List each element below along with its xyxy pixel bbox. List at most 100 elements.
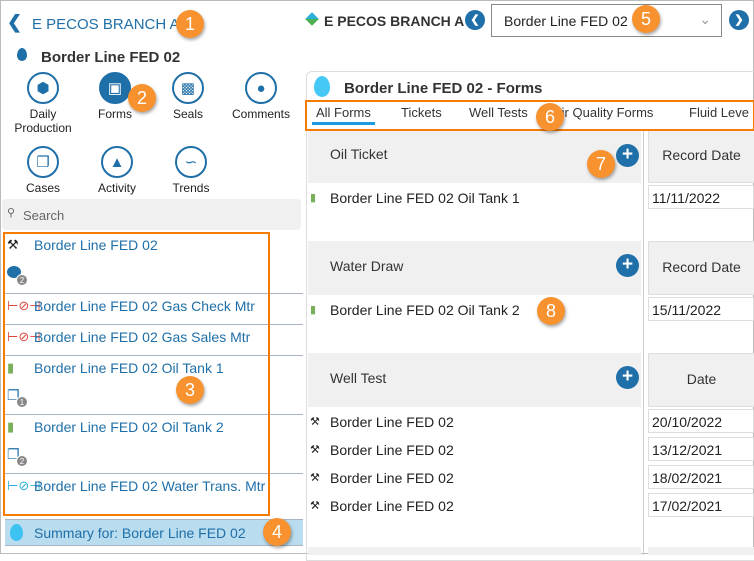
pumpjack-icon: ⚒ bbox=[310, 416, 320, 428]
lock-icon: ▩ bbox=[172, 72, 204, 104]
nav-label: Daily Production bbox=[14, 107, 72, 135]
summary-label: Summary for: Border Line FED 02 bbox=[34, 525, 246, 541]
section-oil-ticket: Oil Ticket bbox=[308, 129, 641, 183]
record-date: 11/11/2022 bbox=[648, 185, 754, 209]
tab-well-tests[interactable]: Well Tests bbox=[469, 105, 528, 120]
column-header: Date bbox=[648, 353, 754, 407]
callout-5: 5 bbox=[632, 5, 660, 33]
comment-icon: ● bbox=[245, 72, 277, 104]
callout-4: 4 bbox=[263, 518, 291, 546]
gas-meter-icon: ⊢⊘⊣ bbox=[7, 329, 41, 344]
column-header: Record Date bbox=[648, 129, 754, 183]
hexagon-icon: ⬢ bbox=[27, 72, 59, 104]
location-select[interactable]: Border Line FED 02 ⌄ bbox=[491, 4, 722, 37]
count-badge: 2 bbox=[16, 274, 28, 286]
nav-activity[interactable]: ▲ Activity bbox=[82, 146, 152, 195]
section-title: Well Test bbox=[330, 370, 387, 386]
nav-seals[interactable]: ▩ Seals bbox=[153, 72, 223, 121]
clipboard-icon: ❐ bbox=[27, 146, 59, 178]
tank-icon: ▮ bbox=[310, 192, 317, 204]
nav-label: Comments bbox=[231, 107, 290, 121]
form-row[interactable]: Border Line FED 02 bbox=[330, 442, 454, 458]
tank-icon: ▮ bbox=[7, 360, 15, 375]
section-title: Water Draw bbox=[330, 258, 404, 274]
list-item[interactable]: ⊢⊘⊣ Border Line FED 02 Water Trans. Mtr bbox=[7, 478, 266, 494]
tab-all-forms[interactable]: All Forms bbox=[312, 105, 375, 125]
pumpjack-icon: ⚒ bbox=[310, 472, 320, 484]
location-pin-icon bbox=[10, 524, 23, 541]
tab-tickets[interactable]: Tickets bbox=[401, 105, 442, 120]
bell-icon: ▲ bbox=[101, 146, 133, 178]
nav-label: Activity bbox=[97, 181, 136, 195]
location-title: Border Line FED 02 bbox=[41, 49, 181, 66]
branch-name: E PECOS BRANCH A bbox=[324, 13, 465, 29]
search-icon: ⚲ bbox=[7, 207, 16, 219]
add-water-draw-button[interactable]: + bbox=[616, 254, 639, 277]
tab-air-quality-forms[interactable]: Air Quality Forms bbox=[553, 105, 654, 120]
callout-7: 7 bbox=[587, 150, 615, 178]
chevron-down-icon: ⌄ bbox=[699, 11, 711, 27]
nav-cases[interactable]: ❐ Cases bbox=[8, 146, 78, 195]
record-date: 13/12/2021 bbox=[648, 437, 754, 461]
column-divider bbox=[643, 129, 644, 555]
section-water-draw: Water Draw bbox=[308, 241, 641, 295]
list-item[interactable]: ▮ Border Line FED 02 Oil Tank 1 ❐ 1 bbox=[5, 356, 303, 415]
tab-fluid-levels[interactable]: Fluid Leve bbox=[689, 105, 749, 120]
back-link[interactable]: E PECOS BRANCH A bbox=[32, 16, 180, 33]
forms-title: Border Line FED 02 - Forms bbox=[344, 80, 543, 97]
location-pin-icon bbox=[314, 76, 330, 97]
tank-icon: ▮ bbox=[310, 304, 317, 316]
section-well-test: Well Test bbox=[308, 353, 641, 407]
form-row[interactable]: Border Line FED 02 bbox=[330, 470, 454, 486]
form-row[interactable]: Border Line FED 02 bbox=[330, 498, 454, 514]
callout-2: 2 bbox=[128, 84, 156, 112]
list-item[interactable]: ⚒ Border Line FED 02 2 bbox=[5, 233, 303, 294]
water-meter-icon: ⊢⊘⊣ bbox=[7, 478, 41, 493]
chart-icon: ∽ bbox=[175, 146, 207, 178]
list-item[interactable]: ⊢⊘⊣ Border Line FED 02 Gas Check Mtr bbox=[5, 294, 303, 325]
next-section-header bbox=[308, 547, 641, 555]
nav-trends[interactable]: ∽ Trends bbox=[156, 146, 226, 195]
form-row[interactable]: Border Line FED 02 Oil Tank 1 bbox=[330, 190, 520, 206]
list-item[interactable]: ▮ Border Line FED 02 Oil Tank 2 ❐ 2 bbox=[5, 415, 303, 474]
next-location-button[interactable]: ❯ bbox=[729, 10, 749, 30]
next-section-header bbox=[648, 547, 754, 555]
form-row[interactable]: Border Line FED 02 bbox=[330, 414, 454, 430]
record-date: 18/02/2021 bbox=[648, 465, 754, 489]
add-oil-ticket-button[interactable]: + bbox=[616, 144, 639, 167]
column-header: Record Date bbox=[648, 241, 754, 295]
nav-label: Seals bbox=[172, 107, 204, 121]
pumpjack-icon: ⚒ bbox=[7, 237, 19, 252]
location-pin-icon bbox=[17, 48, 27, 61]
record-date: 20/10/2022 bbox=[648, 409, 754, 433]
ticket-icon: ▣ bbox=[99, 72, 131, 104]
callout-3: 3 bbox=[176, 376, 204, 404]
gas-meter-icon: ⊢⊘⊣ bbox=[7, 298, 41, 313]
list-item[interactable]: ⊢⊘⊣ Border Line FED 02 Gas Sales Mtr bbox=[5, 325, 303, 356]
pumpjack-icon: ⚒ bbox=[310, 444, 320, 456]
back-chevron-icon[interactable]: ❮ bbox=[7, 12, 23, 32]
pumpjack-icon: ⚒ bbox=[310, 500, 320, 512]
search-box[interactable]: ⚲ Search bbox=[2, 199, 301, 230]
callout-1: 1 bbox=[176, 10, 204, 38]
nav-daily-production[interactable]: ⬢ Daily Production bbox=[8, 72, 78, 135]
add-well-test-button[interactable]: + bbox=[616, 366, 639, 389]
record-date: 17/02/2021 bbox=[648, 493, 754, 517]
nav-comments[interactable]: ● Comments bbox=[226, 72, 296, 121]
count-badge: 1 bbox=[16, 396, 28, 408]
record-date: 15/11/2022 bbox=[648, 297, 754, 321]
tabs-highlight bbox=[305, 100, 754, 131]
search-input[interactable]: Search bbox=[23, 208, 65, 223]
nav-label: Trends bbox=[172, 181, 210, 195]
count-badge: 2 bbox=[16, 455, 28, 467]
callout-8: 8 bbox=[537, 297, 565, 325]
nav-label: Cases bbox=[25, 181, 60, 195]
nav-forms[interactable]: ▣ Forms bbox=[80, 72, 150, 121]
tank-icon: ▮ bbox=[7, 419, 15, 434]
callout-6: 6 bbox=[536, 103, 564, 131]
prev-location-button[interactable]: ❮ bbox=[465, 10, 485, 30]
nav-label: Forms bbox=[98, 107, 132, 121]
summary-item[interactable]: Summary for: Border Line FED 02 bbox=[5, 519, 303, 546]
form-row[interactable]: Border Line FED 02 Oil Tank 2 bbox=[330, 302, 520, 318]
section-title: Oil Ticket bbox=[330, 146, 388, 162]
